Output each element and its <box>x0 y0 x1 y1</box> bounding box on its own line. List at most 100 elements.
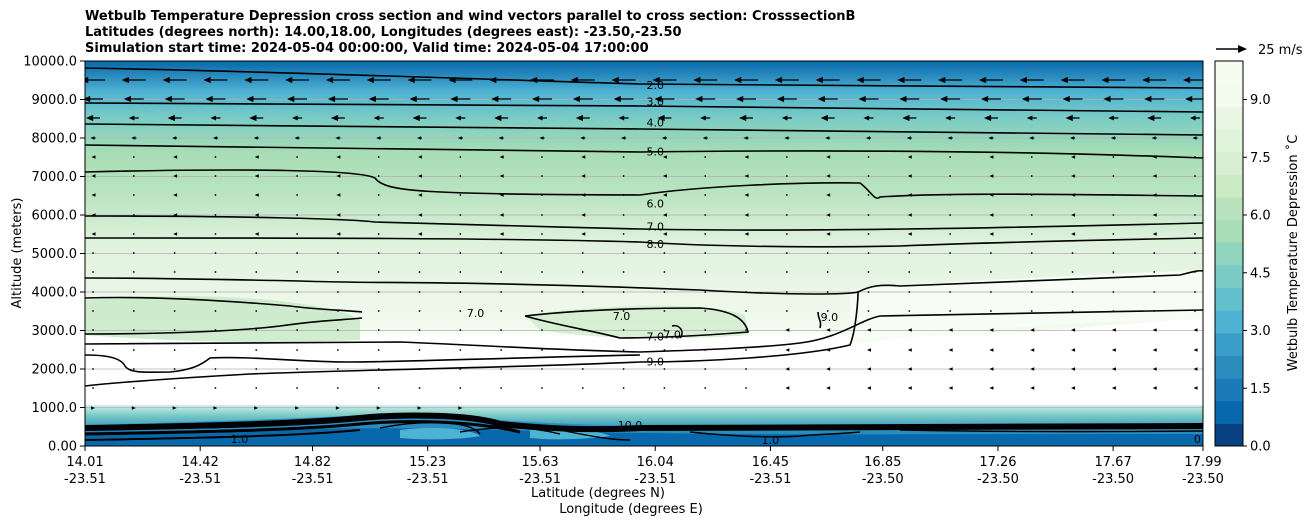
wind-dot <box>296 329 298 331</box>
wind-arrow <box>866 348 871 352</box>
wind-dot <box>949 233 952 235</box>
wind-dot <box>541 291 543 293</box>
wind-dot <box>622 194 625 196</box>
wind-arrow <box>907 193 912 197</box>
wind-dot <box>949 291 952 293</box>
wind-arrow <box>91 232 96 236</box>
wind-dot <box>1194 233 1196 235</box>
colorbar-tick-label: 1.5 <box>1250 382 1271 397</box>
wind-arrow <box>162 76 187 84</box>
grid-lines <box>85 99 1203 408</box>
wind-dot <box>541 252 543 254</box>
wind-arrow <box>744 232 749 236</box>
colorbar-swatch <box>1215 151 1243 175</box>
wind-arrow <box>1183 76 1203 84</box>
wind-dot <box>1112 310 1115 312</box>
wind-arrow <box>121 76 146 84</box>
wind-dot <box>581 271 584 273</box>
wind-arrow <box>781 115 792 121</box>
wind-dot <box>785 310 788 312</box>
wind-dot <box>541 156 543 158</box>
wind-arrow <box>254 232 259 236</box>
contour-line-7-left-a <box>85 296 363 313</box>
wind-arrow <box>1071 328 1076 332</box>
wind-dot <box>949 310 952 312</box>
x-tick-label-lon: -23.50 <box>1182 472 1224 487</box>
wind-dot <box>377 310 380 312</box>
wind-dot <box>867 271 870 273</box>
wind-arrow <box>826 386 831 390</box>
wind-dot <box>1112 175 1115 177</box>
wind-dot <box>377 349 380 351</box>
wind-dot <box>173 310 176 312</box>
colorbar-frame <box>1214 60 1244 447</box>
wind-dot <box>173 271 176 273</box>
wind-arrow <box>131 136 137 140</box>
wind-arrow <box>336 155 341 159</box>
contour-label: 7.0 <box>646 221 664 234</box>
wind-arrow <box>654 95 675 103</box>
wind-arrow <box>907 174 912 178</box>
colorbar-swatch <box>1215 83 1243 107</box>
wind-dot <box>704 329 707 331</box>
wind-arrow <box>491 95 512 103</box>
wind-arrow <box>173 213 178 217</box>
wind-dot <box>92 252 94 254</box>
wind-dot <box>214 329 217 331</box>
wind-arrow <box>327 95 348 103</box>
wind-arrow <box>581 213 586 217</box>
wind-dot <box>214 291 217 293</box>
wind-arrow <box>1071 386 1076 390</box>
wind-dot <box>785 194 788 196</box>
contour-line-7-left-b <box>85 317 363 335</box>
wind-arrow <box>1193 386 1198 390</box>
wind-dot <box>663 368 666 370</box>
wind-arrow <box>489 76 514 84</box>
contour-line-9-a <box>817 311 822 329</box>
wind-arrow <box>366 76 391 84</box>
wind-arrow <box>205 95 226 103</box>
wind-arrow <box>948 386 953 390</box>
wind-dot <box>377 214 380 216</box>
colorbar-tick-label: 3.0 <box>1250 324 1271 339</box>
wind-dot <box>541 271 543 273</box>
wind-dot <box>622 271 625 273</box>
wind-arrow <box>330 114 345 122</box>
wind-dot <box>92 329 94 331</box>
wind-dot <box>1112 156 1115 158</box>
y-tick-label: 4000.0 <box>32 286 78 301</box>
wind-arrow <box>989 367 994 371</box>
wind-arrow <box>618 115 629 121</box>
wind-arrow <box>826 155 831 159</box>
wind-dot <box>255 349 258 351</box>
wind-arrow <box>702 136 708 140</box>
wind-dot <box>622 175 625 177</box>
wind-arrow <box>91 174 96 178</box>
colorbar-tick-label: 4.5 <box>1250 266 1271 281</box>
wind-arrow <box>409 95 430 103</box>
quiver-key: 25 m/s <box>1216 43 1303 58</box>
wind-dot <box>1030 310 1033 312</box>
wind-arrow <box>899 95 920 103</box>
wind-arrow <box>249 114 264 122</box>
wind-dot <box>1194 271 1196 273</box>
wind-dot <box>500 310 503 312</box>
wind-dot <box>541 233 543 235</box>
wind-dot <box>1030 291 1033 293</box>
wind-arrow <box>1071 174 1076 178</box>
wind-arrow <box>1152 386 1157 390</box>
wind-arrow <box>662 155 667 159</box>
wind-arrow <box>1152 328 1157 332</box>
wind-arrow <box>613 95 634 103</box>
wind-arrow <box>417 406 422 410</box>
wind-arrow <box>820 114 835 122</box>
wind-dot <box>581 310 584 312</box>
wind-dot <box>459 310 462 312</box>
wind-dot <box>296 252 298 254</box>
contour-label: 8.0 <box>646 238 664 251</box>
wind-arrow <box>785 348 790 352</box>
wind-dot <box>92 291 94 293</box>
wind-dot <box>1030 194 1033 196</box>
x-tick-label-lon: -23.51 <box>64 472 106 487</box>
wind-dot <box>826 291 829 293</box>
